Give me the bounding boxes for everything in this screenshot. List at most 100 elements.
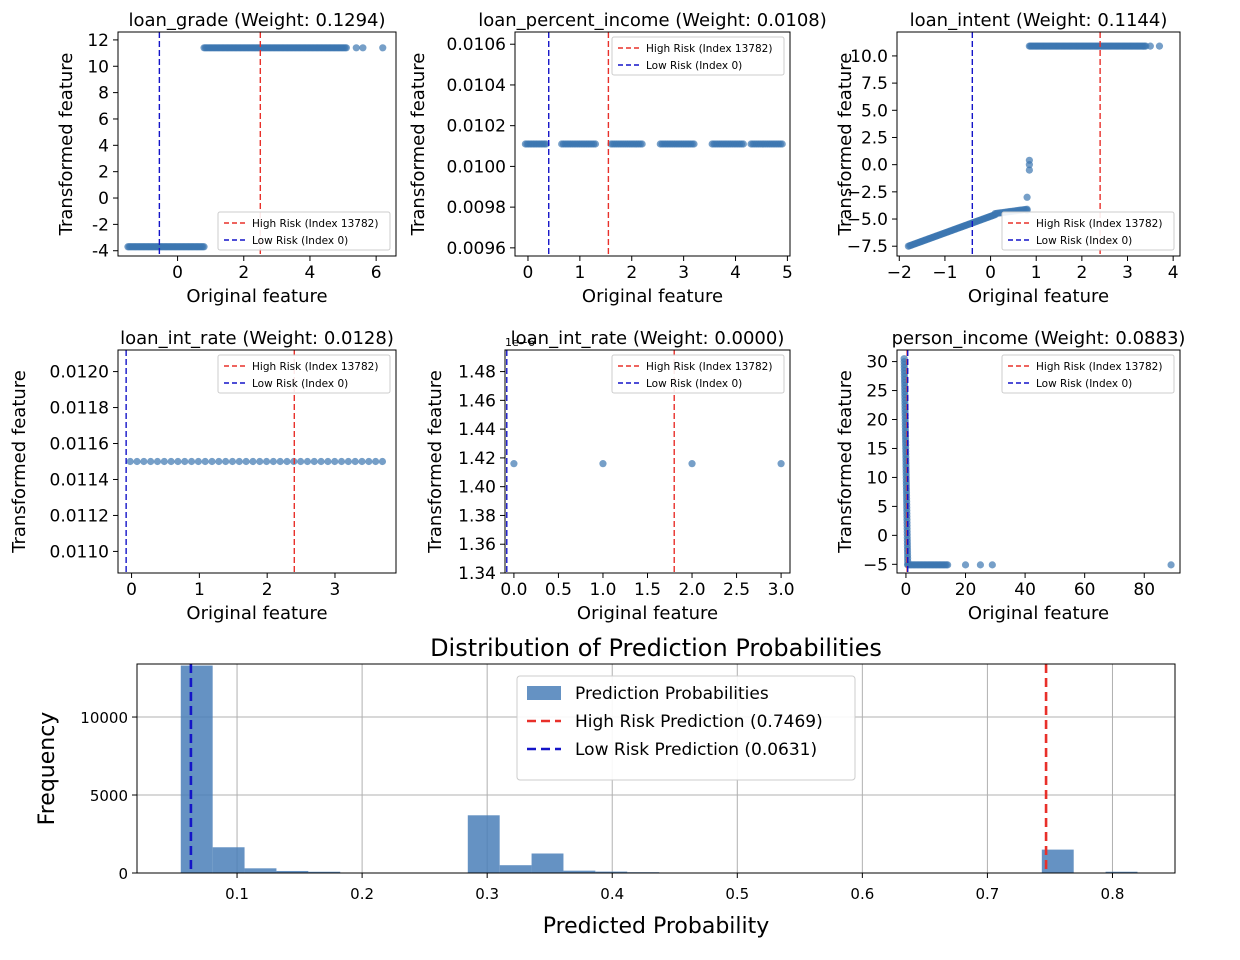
legend-frame — [1001, 354, 1175, 394]
y-tick-label: 15 — [866, 439, 888, 459]
y-tick-label: 7.5 — [861, 74, 888, 94]
x-tick-label: 6 — [371, 263, 382, 283]
y-tick-label: 20 — [866, 411, 888, 431]
scatter-point — [372, 457, 380, 466]
y-tick-label: −2.5 — [847, 183, 888, 203]
axes-frame — [117, 31, 397, 257]
scatter-point — [739, 140, 747, 148]
y-tick-label: 5.0 — [861, 101, 888, 121]
histogram-bar — [595, 871, 628, 873]
x-tick-label: 2.0 — [679, 580, 706, 600]
y-tick-label: 30 — [866, 353, 888, 373]
y-tick-label: 1.38 — [458, 506, 496, 526]
scatter-point — [310, 457, 318, 466]
chart-title: loan_int_rate (Weight: 0.0000) — [511, 328, 785, 349]
histogram-bar — [212, 847, 245, 873]
scatter-point — [153, 457, 162, 466]
scatter-point — [542, 140, 550, 148]
x-tick-label: 0 — [172, 263, 183, 283]
x-tick-label: 2 — [1076, 263, 1087, 283]
chart-title: loan_grade (Weight: 0.1294) — [128, 10, 385, 31]
axes-frame — [136, 663, 1176, 874]
histogram-bar — [1041, 849, 1074, 873]
x-tick-label: 5 — [782, 263, 793, 283]
scatter-point — [944, 561, 952, 569]
scatter-point — [187, 457, 196, 466]
scatter-point — [778, 140, 786, 148]
y-tick-label: −5.0 — [847, 210, 888, 230]
legend: High Risk (Index 13782) Low Risk (Index 0… — [611, 36, 785, 76]
y-tick-label: 12 — [87, 31, 109, 51]
x-tick-label: 0.8 — [1101, 885, 1125, 903]
scatter-point — [599, 460, 607, 468]
scatter-point — [174, 457, 182, 466]
axes-frame — [514, 31, 791, 257]
scatter-panel-loan-grade: 0 2 4 6 -4 -2 0 2 4 6 8 10 12 loan_grade (Weight: 0.1… — [56, 10, 397, 307]
scatter-point — [378, 457, 387, 466]
y-tick-label: 10 — [87, 57, 109, 77]
x-tick-label: 4 — [1168, 263, 1179, 283]
y-axis-label: Transformed feature — [835, 53, 856, 237]
scatter-point — [269, 457, 277, 466]
legend-label: High Risk (Index 13782) — [646, 361, 772, 373]
y-tick-label: 0 — [118, 865, 128, 883]
scatter-point — [976, 561, 985, 569]
y-tick-label: 10.0 — [850, 47, 888, 67]
chart-title: loan_intent (Weight: 0.1144) — [910, 10, 1168, 31]
legend-frame — [1001, 211, 1175, 251]
y-axis-label: Transformed feature — [9, 370, 30, 554]
x-tick-label: 2 — [238, 263, 249, 283]
legend-label: High Risk (Index 13782) — [252, 218, 378, 230]
x-tick-label: 0.3 — [475, 885, 499, 903]
scatter-point — [276, 457, 284, 466]
y-tick-label: 6 — [98, 110, 109, 130]
y-tick-label: -2 — [92, 215, 109, 235]
y-tick-label: 0.0116 — [50, 435, 109, 455]
x-tick-label: 0 — [901, 580, 912, 600]
legend: High Risk (Index 13782) Low Risk (Index 0… — [217, 211, 391, 251]
scatter-point — [133, 457, 141, 466]
histogram-bar — [308, 871, 341, 873]
histogram-bar — [531, 853, 564, 873]
y-tick-label: 5000 — [90, 787, 128, 805]
scatter-point — [777, 460, 785, 468]
x-axis-label: Predicted Probability — [543, 914, 770, 939]
scatter-point — [365, 457, 373, 466]
scatter-point — [160, 457, 168, 466]
scatter-points — [521, 140, 786, 148]
scatter-point — [351, 457, 359, 466]
x-tick-label: 0 — [126, 580, 137, 600]
y-tick-label: 0.0118 — [50, 399, 109, 419]
x-axis-label: Original feature — [968, 603, 1109, 624]
legend-label: High Risk (Index 13782) — [252, 361, 378, 373]
scatter-point — [167, 457, 175, 466]
x-tick-label: 2 — [626, 263, 637, 283]
x-tick-label: 0.2 — [350, 885, 374, 903]
x-tick-label: 0.0 — [500, 580, 527, 600]
x-tick-label: 3.0 — [768, 580, 795, 600]
histogram-bar — [276, 870, 309, 873]
legend-label: Low Risk (Index 0) — [646, 378, 742, 390]
legend: High Risk (Index 13782) Low Risk (Index 0… — [611, 354, 785, 394]
y-tick-label: 1.42 — [458, 449, 496, 469]
x-axis-label: Original feature — [582, 286, 723, 307]
scatter-point — [988, 561, 996, 569]
legend-frame — [217, 211, 391, 251]
y-tick-label: 1.46 — [458, 391, 496, 411]
legend: High Risk (Index 13782) Low Risk (Index 0… — [217, 354, 391, 394]
scatter-point — [358, 457, 366, 466]
x-axis-label: Original feature — [186, 286, 327, 307]
x-tick-label: 2 — [262, 580, 273, 600]
scatter-point — [324, 457, 332, 466]
x-axis-label: Original feature — [577, 603, 718, 624]
scatter-point — [215, 457, 223, 466]
axes-frame — [896, 31, 1181, 257]
y-tick-label: 0.0112 — [50, 506, 109, 526]
y-axis-label: Transformed feature — [56, 53, 77, 237]
y-tick-label: 0.0120 — [50, 363, 109, 383]
scatter-point — [1025, 156, 1033, 164]
x-axis-label: Original feature — [968, 286, 1109, 307]
scatter-point — [194, 457, 202, 466]
scatter-point — [222, 457, 230, 466]
